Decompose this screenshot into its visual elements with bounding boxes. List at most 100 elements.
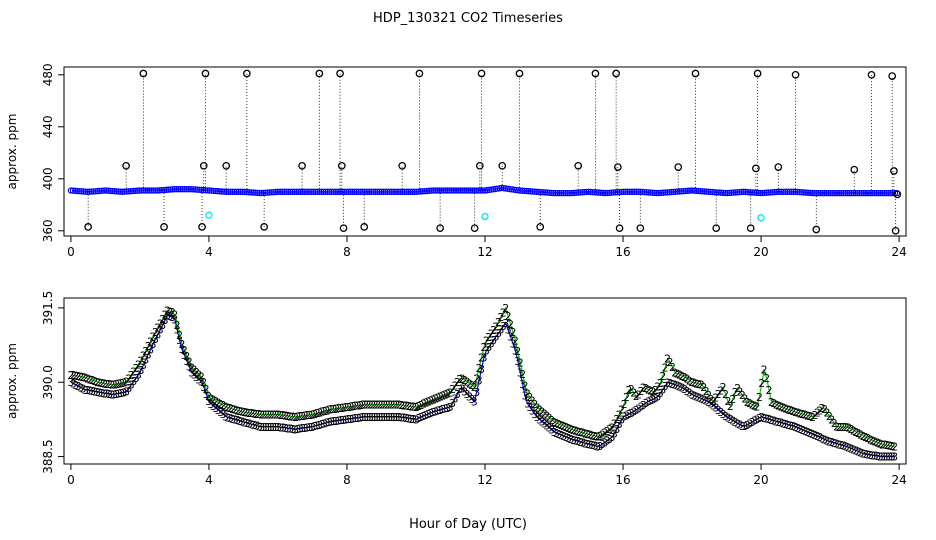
series-marker: 3 [831, 437, 838, 450]
series-marker: 3 [695, 392, 702, 405]
series-marker: 3 [804, 426, 811, 439]
data-point [372, 188, 379, 195]
series-marker: 2 [435, 392, 442, 405]
series-marker: 3 [633, 404, 640, 417]
series-marker: 2 [239, 406, 246, 419]
series-marker: 3 [166, 310, 173, 323]
series-marker: 3 [157, 324, 164, 337]
series-marker: 2 [403, 400, 410, 413]
series-marker: 3 [570, 434, 577, 447]
cyan-point [481, 212, 489, 221]
data-point [688, 187, 696, 194]
data-point [191, 186, 199, 193]
data-point [204, 187, 211, 194]
series-marker: 2 [500, 307, 507, 320]
series-marker: 2 [372, 399, 379, 412]
series-marker: 2 [331, 403, 338, 416]
series-marker: 3 [468, 393, 475, 406]
series-marker: 2 [275, 409, 282, 422]
data-point [581, 188, 588, 196]
data-point [875, 189, 882, 197]
series-marker: 2 [778, 401, 785, 414]
series-marker: 2 [485, 331, 492, 344]
data-point [593, 189, 600, 196]
data-point [281, 188, 288, 195]
series-marker: 3 [792, 421, 799, 434]
outlier-high-point [336, 69, 344, 78]
data-point [670, 188, 677, 196]
data-point [748, 189, 756, 196]
series-marker: 2 [176, 329, 183, 342]
data-point [409, 188, 416, 195]
data-point [684, 187, 692, 194]
data-point [171, 186, 178, 193]
series-marker: 3 [635, 402, 642, 415]
series-marker: 2 [234, 404, 241, 417]
outlier-low-point [84, 223, 93, 231]
series-marker: 2 [278, 409, 285, 422]
series-marker: 3 [785, 419, 792, 432]
data-point [92, 188, 99, 195]
plot-frame [63, 66, 907, 237]
data-point [585, 188, 592, 195]
series-marker: 3 [208, 398, 215, 411]
data-point [651, 189, 658, 197]
series-marker: 2 [162, 309, 169, 322]
series-marker: 3 [770, 415, 777, 428]
series-marker: 2 [406, 400, 413, 413]
series-marker: 3 [229, 413, 236, 426]
data-point [562, 189, 569, 197]
series-marker: 3 [232, 414, 239, 427]
data-point [831, 189, 839, 197]
series-marker: 2 [84, 372, 91, 385]
series-marker: 3 [683, 385, 690, 398]
series-marker: 3 [650, 393, 657, 406]
series-marker: 3 [227, 412, 234, 425]
series-marker: 3 [674, 380, 681, 393]
series-marker: 3 [601, 436, 608, 449]
series-marker: 2 [886, 440, 893, 453]
series-marker: 3 [169, 311, 176, 324]
series-marker: 2 [319, 406, 326, 419]
data-point [291, 188, 298, 195]
data-point [297, 188, 304, 195]
series-marker: 3 [809, 428, 816, 441]
series-marker: 2 [823, 406, 830, 419]
series-marker: 2 [193, 366, 200, 379]
series-marker: 2 [236, 405, 243, 418]
series-marker: 3 [751, 415, 758, 428]
series-marker: 3 [739, 420, 746, 433]
series-marker: 3 [384, 411, 391, 424]
series-marker: 3 [756, 412, 763, 425]
data-point [109, 187, 116, 195]
series-marker: 3 [379, 411, 386, 424]
series-marker: 2 [705, 389, 712, 402]
series-marker: 3 [758, 411, 765, 424]
data-point [90, 188, 97, 195]
data-point [463, 187, 470, 194]
data-point [332, 188, 340, 195]
series-marker: 3 [584, 438, 591, 451]
series-3: 3333333333333333333333333333333333333333… [67, 309, 898, 463]
series-marker: 3 [850, 443, 857, 456]
series-marker: 3 [558, 429, 565, 442]
series-marker: 3 [693, 391, 700, 404]
series-marker: 2 [531, 398, 538, 411]
series-marker: 3 [782, 418, 789, 431]
series-marker: 2 [608, 421, 615, 434]
series-marker: 2 [215, 396, 222, 409]
series-marker: 3 [483, 345, 490, 358]
series-marker: 3 [580, 437, 587, 450]
data-point [260, 189, 267, 197]
series-marker: 2 [415, 400, 422, 413]
series-marker: 2 [780, 402, 787, 415]
series-marker: 3 [613, 423, 620, 436]
series-marker: 2 [478, 351, 485, 364]
series-marker: 3 [724, 412, 731, 425]
series-marker: 2 [828, 413, 835, 426]
series-marker: 2 [524, 388, 531, 401]
data-point [537, 188, 545, 196]
data-point [459, 187, 466, 194]
series-marker: 2 [174, 319, 181, 332]
data-point [448, 187, 456, 194]
